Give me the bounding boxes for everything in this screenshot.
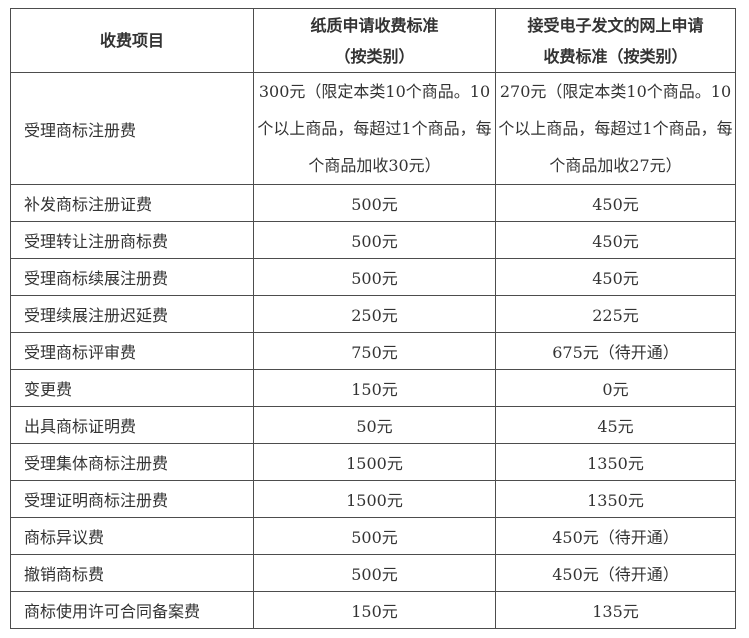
online-fee-cell: 450元（待开通） — [495, 517, 736, 555]
header-paper-fee: 纸质申请收费标准 （按类别） — [253, 8, 496, 73]
fee-item-cell: 撤销商标费 — [10, 554, 254, 592]
table-row: 受理证明商标注册费 1500元 1350元 — [10, 480, 736, 518]
table-row: 补发商标注册证费 500元 450元 — [10, 184, 736, 222]
table-row: 出具商标证明费 50元 45元 — [10, 406, 736, 444]
paper-fee-cell: 500元 — [253, 258, 496, 296]
online-fee-cell: 450元 — [495, 221, 736, 259]
fee-item-cell: 商标使用许可合同备案费 — [10, 591, 254, 629]
online-fee-cell: 450元 — [495, 184, 736, 222]
online-fee-cell: 450元（待开通） — [495, 554, 736, 592]
online-fee-cell: 135元 — [495, 591, 736, 629]
paper-fee-cell: 500元 — [253, 184, 496, 222]
online-fee-cell: 450元 — [495, 258, 736, 296]
fee-item-cell: 受理集体商标注册费 — [10, 443, 254, 481]
paper-fee-cell: 1500元 — [253, 480, 496, 518]
fee-item-cell: 补发商标注册证费 — [10, 184, 254, 222]
header-line: 纸质申请收费标准 — [310, 15, 439, 35]
header-line: 接受电子发文的网上申请 — [527, 15, 704, 35]
header-line: （按类别） — [334, 46, 415, 66]
online-fee-cell: 270元（限定本类10个商品。10个以上商品，每超过1个商品，每个商品加收27元… — [495, 72, 736, 185]
fee-item-cell: 受理转让注册商标费 — [10, 221, 254, 259]
fee-table-body: 受理商标注册费 300元（限定本类10个商品。10个以上商品，每超过1个商品，每个… — [10, 72, 736, 629]
fee-item-cell: 受理续展注册迟延费 — [10, 295, 254, 333]
fee-table-header: 收费项目 纸质申请收费标准 （按类别） 接受电子发文的网上申请 收费标准（按类别… — [10, 8, 736, 73]
table-row: 受理商标注册费 300元（限定本类10个商品。10个以上商品，每超过1个商品，每个… — [10, 72, 736, 185]
table-row: 撤销商标费 500元 450元（待开通） — [10, 554, 736, 592]
fee-table: 收费项目 纸质申请收费标准 （按类别） 接受电子发文的网上申请 收费标准（按类别… — [10, 8, 736, 629]
online-fee-cell: 675元（待开通） — [495, 332, 736, 370]
table-row: 受理商标评审费 750元 675元（待开通） — [10, 332, 736, 370]
table-row: 商标使用许可合同备案费 150元 135元 — [10, 591, 736, 629]
fee-item-cell: 受理证明商标注册费 — [10, 480, 254, 518]
table-row: 受理转让注册商标费 500元 450元 — [10, 221, 736, 259]
online-fee-cell: 45元 — [495, 406, 736, 444]
paper-fee-cell: 500元 — [253, 221, 496, 259]
online-fee-cell: 0元 — [495, 369, 736, 407]
header-row: 收费项目 纸质申请收费标准 （按类别） 接受电子发文的网上申请 收费标准（按类别… — [10, 8, 736, 73]
header-fee-item: 收费项目 — [10, 8, 254, 73]
paper-fee-cell: 750元 — [253, 332, 496, 370]
paper-fee-cell: 500元 — [253, 554, 496, 592]
fee-item-cell: 受理商标续展注册费 — [10, 258, 254, 296]
fee-item-cell: 变更费 — [10, 369, 254, 407]
header-line: 收费标准（按类别） — [543, 46, 688, 66]
table-row: 受理集体商标注册费 1500元 1350元 — [10, 443, 736, 481]
paper-fee-cell: 250元 — [253, 295, 496, 333]
table-row: 受理商标续展注册费 500元 450元 — [10, 258, 736, 296]
paper-fee-cell: 50元 — [253, 406, 496, 444]
fee-item-cell: 商标异议费 — [10, 517, 254, 555]
paper-fee-cell: 1500元 — [253, 443, 496, 481]
paper-fee-cell: 500元 — [253, 517, 496, 555]
fee-item-cell: 出具商标证明费 — [10, 406, 254, 444]
header-online-fee: 接受电子发文的网上申请 收费标准（按类别） — [495, 8, 736, 73]
online-fee-cell: 1350元 — [495, 480, 736, 518]
fee-item-cell: 受理商标评审费 — [10, 332, 254, 370]
table-row: 变更费 150元 0元 — [10, 369, 736, 407]
online-fee-cell: 1350元 — [495, 443, 736, 481]
paper-fee-cell: 150元 — [253, 369, 496, 407]
header-line: 收费项目 — [99, 31, 164, 50]
table-row: 受理续展注册迟延费 250元 225元 — [10, 295, 736, 333]
table-row: 商标异议费 500元 450元（待开通） — [10, 517, 736, 555]
fee-item-cell: 受理商标注册费 — [10, 72, 254, 185]
paper-fee-cell: 150元 — [253, 591, 496, 629]
paper-fee-cell: 300元（限定本类10个商品。10个以上商品，每超过1个商品，每个商品加收30元… — [253, 72, 496, 185]
online-fee-cell: 225元 — [495, 295, 736, 333]
